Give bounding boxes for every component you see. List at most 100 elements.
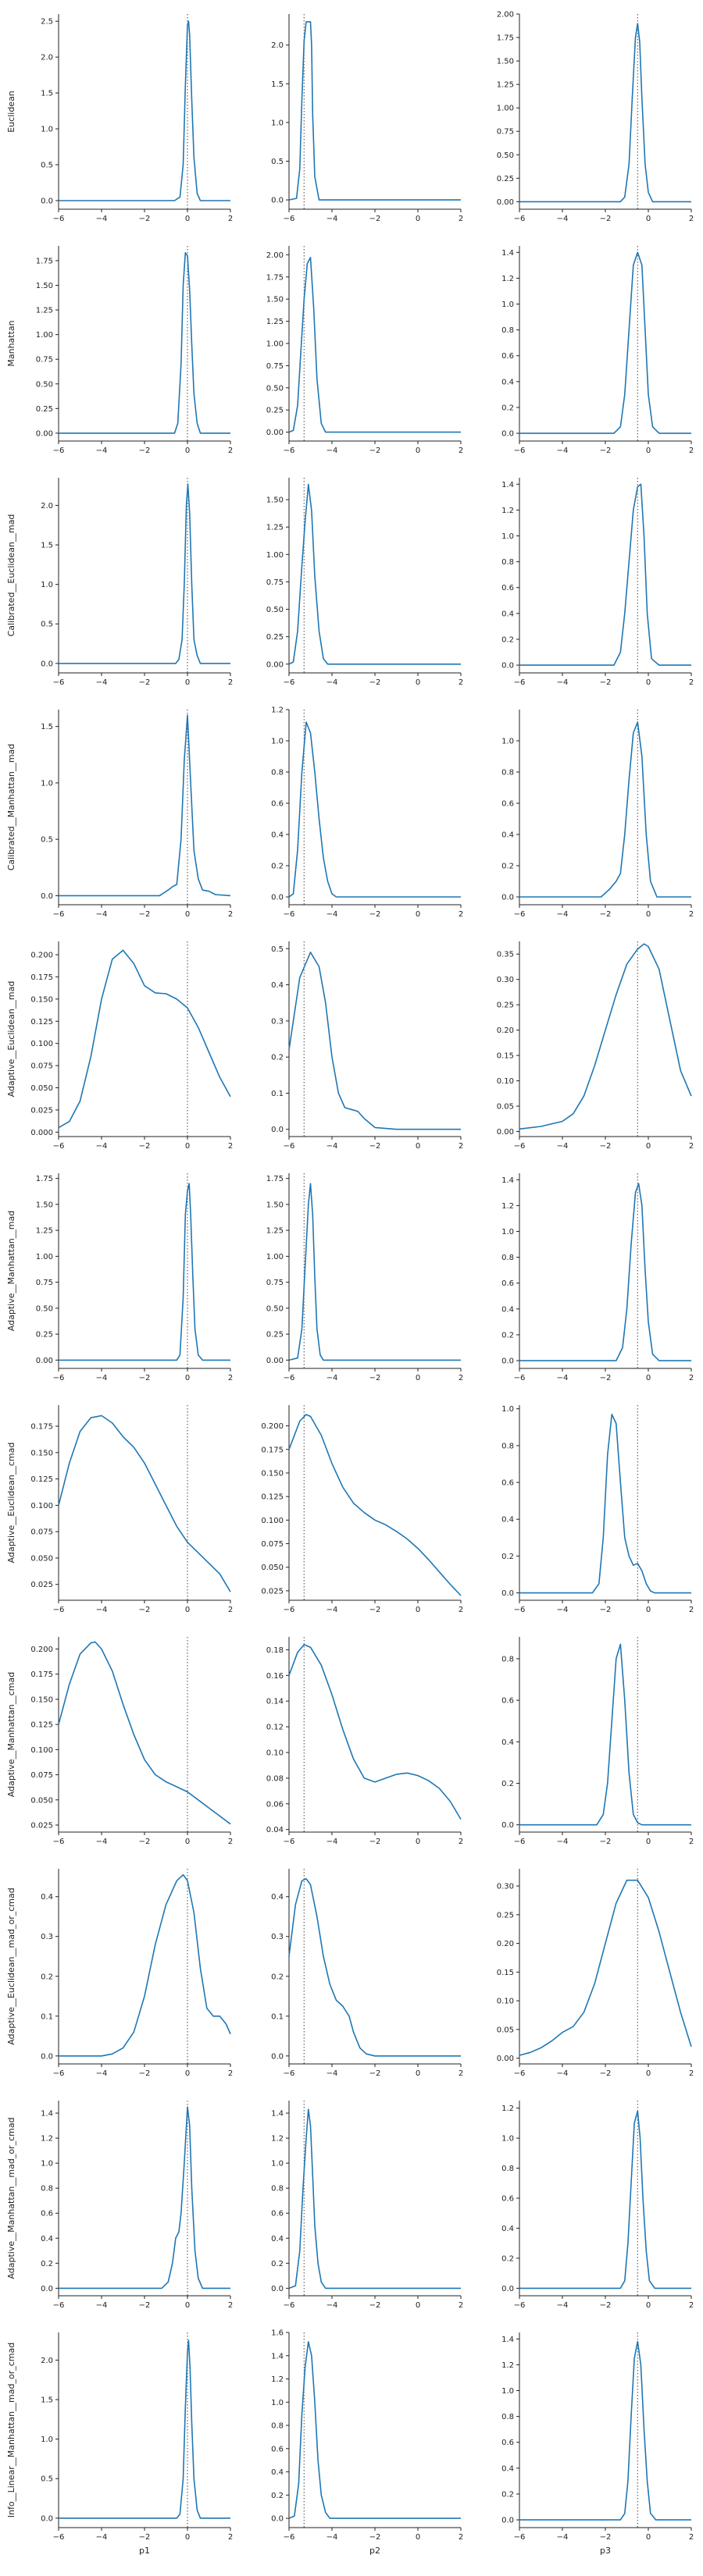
x-tick-label: −6	[284, 447, 295, 455]
y-tick-label: 0.0	[501, 430, 514, 439]
x-tick-label: 2	[228, 910, 233, 919]
x-tick-label: −2	[139, 2533, 151, 2542]
subplot-Calibrated__Manhattan__mad-p2: −6 −4 −2 0 2 0.0 0.2 0.4 0.6 0.8 1.0 1.2	[271, 706, 463, 920]
y-tick-label: 0.25	[36, 405, 53, 414]
y-tick-label: 0.08	[266, 1774, 284, 1783]
density-curve	[59, 2339, 230, 2519]
density-curve	[288, 483, 461, 665]
x-tick-label: −2	[139, 2301, 151, 2310]
y-tick-label: 1.00	[36, 1253, 53, 1261]
x-tick-label: 0	[185, 1142, 190, 1151]
y-tick-label: 1.2	[501, 507, 514, 515]
y-tick-label: 0.8	[501, 1442, 514, 1450]
x-tick-label: −2	[369, 1838, 381, 1846]
y-tick-label: 0.0	[271, 1126, 284, 1134]
x-tick-label: −6	[284, 2533, 295, 2542]
y-tick-label: 0.75	[266, 578, 284, 587]
x-tick-label: −2	[369, 910, 381, 919]
y-tick-label: 0.2	[271, 2260, 284, 2268]
subplot-Adaptive__Manhattan__cmad-p2: −6 −4 −2 0 2 0.04 0.06 0.08 0.10 0.12 0.14 0.16 0.18	[266, 1637, 463, 1846]
subplot-Calibrated__Manhattan__mad-p3: −6 −4 −2 0 2 0.0 0.2 0.4 0.6 0.8 1.0	[501, 710, 694, 919]
y-tick-label: 0.5	[41, 162, 53, 170]
y-tick-label: 0.0	[271, 894, 284, 902]
y-tick-label: 0.2	[501, 1780, 514, 1788]
subplot-Manhattan-p3: −6 −4 −2 0 2 0.0 0.2 0.4 0.6 0.8 1.0 1.2 1.4	[501, 246, 694, 455]
x-tick-label: −2	[600, 2533, 612, 2542]
x-tick-label: −4	[96, 2069, 108, 2078]
x-tick-label: 0	[646, 2069, 651, 2078]
x-tick-label: 2	[689, 1606, 694, 1614]
y-tick-label: 1.0	[41, 126, 53, 134]
x-tick-label: 0	[416, 1374, 420, 1382]
x-tick-label: −6	[53, 215, 65, 223]
x-tick-label: 0	[416, 2301, 420, 2310]
density-curve	[59, 714, 231, 897]
y-tick-label: 0.025	[30, 1821, 53, 1830]
y-tick-label: 0.100	[30, 1040, 53, 1048]
x-tick-label: −4	[557, 910, 569, 919]
y-tick-label: 1.2	[271, 706, 284, 715]
y-tick-label: 1.5	[41, 723, 53, 731]
y-tick-label: 0.0	[501, 662, 514, 671]
x-tick-label: 0	[185, 447, 190, 455]
x-tick-label: 2	[228, 447, 233, 455]
y-tick-label: 1.6	[271, 2329, 284, 2338]
y-tick-label: 0.100	[261, 1517, 284, 1525]
y-tick-label: 1.0	[271, 119, 284, 127]
x-tick-label: 2	[228, 1374, 233, 1382]
y-tick-label: 0.8	[271, 2422, 284, 2431]
y-tick-label: 0.35	[497, 951, 514, 959]
y-tick-label: 0.00	[497, 1128, 514, 1137]
x-tick-label: 2	[689, 678, 694, 687]
y-tick-label: 0.8	[501, 1655, 514, 1663]
column-label: p2	[369, 2546, 380, 2556]
x-tick-label: −2	[139, 1606, 151, 1614]
x-tick-label: −4	[96, 1374, 108, 1382]
y-tick-label: 0.0	[41, 2285, 53, 2293]
x-tick-label: −6	[514, 910, 526, 919]
x-tick-label: 2	[459, 1142, 463, 1151]
y-tick-label: 0.075	[30, 1528, 53, 1537]
y-tick-label: 0.1	[271, 1090, 284, 1098]
y-tick-label: 0.125	[261, 1493, 284, 1502]
y-tick-label: 1.75	[266, 273, 284, 282]
y-tick-label: 0.100	[30, 1502, 53, 1510]
x-tick-label: −6	[53, 1606, 65, 1614]
y-tick-label: 0.5	[271, 945, 284, 954]
density-curve	[58, 1414, 231, 1592]
x-tick-label: −6	[514, 2533, 526, 2542]
y-tick-label: 1.0	[501, 1405, 514, 1414]
x-tick-label: 2	[459, 1606, 463, 1614]
y-tick-label: 0.2	[501, 404, 514, 412]
subplot-Calibrated__Euclidean__mad-p3: −6 −4 −2 0 2 0.0 0.2 0.4 0.6 0.8 1.0 1.2 1.4	[501, 478, 694, 687]
y-tick-label: 0.2	[501, 2490, 514, 2499]
x-tick-label: −6	[53, 1142, 65, 1151]
y-tick-label: 2.0	[41, 2357, 53, 2365]
y-tick-label: 0.1	[271, 2012, 284, 2021]
density-curve	[288, 1183, 461, 1361]
x-tick-label: −6	[514, 678, 526, 687]
row-label: Adaptive__Euclidean__cmad	[6, 1443, 16, 1564]
x-tick-label: −6	[284, 1142, 295, 1151]
x-tick-label: 0	[646, 1142, 651, 1151]
x-tick-label: 2	[689, 215, 694, 223]
y-tick-label: 0.4	[271, 2235, 284, 2243]
row-label: Adaptive__Manhattan__cmad	[6, 1672, 16, 1797]
x-tick-label: −4	[327, 1142, 338, 1151]
x-tick-label: −6	[53, 678, 65, 687]
y-tick-label: 1.0	[501, 2387, 514, 2396]
density-curve	[288, 721, 461, 898]
subplot-Adaptive__Manhattan__cmad-p3: −6 −4 −2 0 2 0.0 0.2 0.4 0.6 0.8	[501, 1637, 694, 1846]
density-curve	[519, 943, 692, 1130]
subplot-Adaptive__Euclidean__mad_or_cmad-p2: −6 −4 −2 0 2 0.0 0.1 0.2 0.3 0.4	[271, 1869, 463, 2078]
y-tick-label: 0.2	[271, 863, 284, 871]
x-tick-label: 2	[228, 215, 233, 223]
x-tick-label: −4	[327, 2069, 338, 2078]
y-tick-label: 0.8	[41, 2185, 53, 2194]
y-tick-label: 0.2	[501, 1331, 514, 1340]
x-tick-label: −4	[557, 1606, 569, 1614]
row-label: Euclidean	[6, 91, 16, 133]
x-tick-label: −4	[327, 2301, 338, 2310]
density-curve	[288, 1644, 462, 1820]
row-label: Manhattan	[6, 320, 16, 366]
